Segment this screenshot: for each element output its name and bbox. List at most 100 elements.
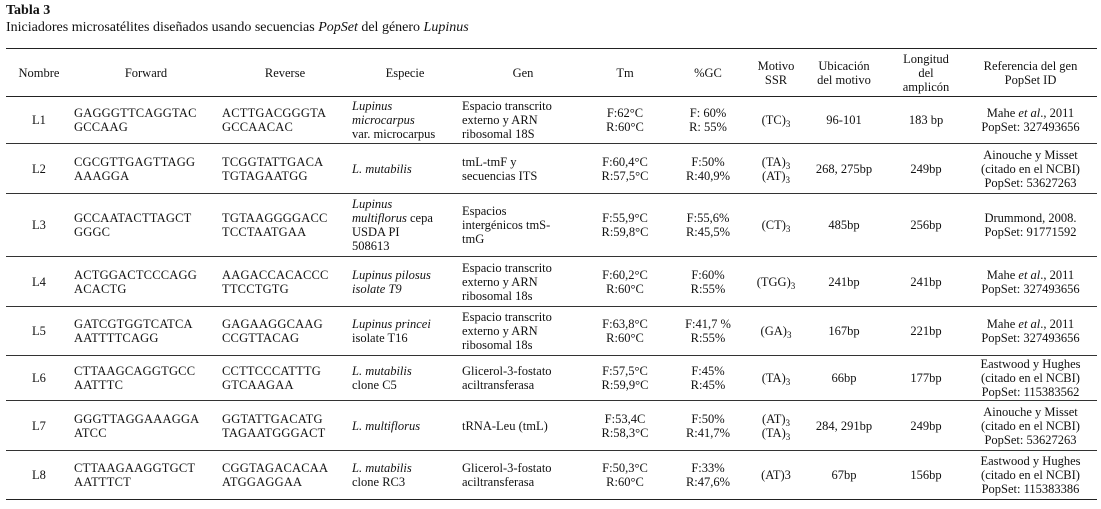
especie-text: multiflorus <box>352 211 407 225</box>
header-row: Nombre Forward Reverse Especie Gen Tm %G… <box>6 48 1097 97</box>
referencia-text: (citado en el NCBI) <box>981 418 1080 433</box>
motivo-line: (AT)3 <box>754 168 798 185</box>
header-ubicacion-line: Ubicación <box>818 58 870 73</box>
cell-longitud: 183 bp <box>908 113 944 127</box>
cell-reverse: ACTTGACGGGTA GCCAACAC <box>220 97 350 144</box>
especie-text: L. mutabilis <box>352 461 412 475</box>
header-motivo-line: SSR <box>764 72 788 87</box>
table-row: L1 GAGGGTTCAGGTAC GCCAAG ACTTGACGGGTA GCCAAC… <box>6 97 1097 144</box>
cell-motivo: (CT)3 <box>752 194 800 257</box>
referencia-text: PopSet: 53627263 <box>984 432 1077 447</box>
especie-line: isolate T9 <box>352 282 458 296</box>
gen-line: ribosomal 18s <box>462 338 533 352</box>
gen-line: Espacio transcrito <box>462 260 552 275</box>
gen-line: aciltransferasa <box>462 475 535 489</box>
gen-line: ribosomal 18s <box>462 288 533 303</box>
cell-motivo: (AT)3 (TA)3 <box>752 401 800 451</box>
referencia-line: (citado en el NCBI) <box>966 419 1095 433</box>
reverse-seq-line: GTCAAGAA <box>222 378 294 392</box>
forward-seq-line: GAGGGTTCAGGTAC <box>74 106 197 120</box>
gc-line: F:33% <box>691 461 725 475</box>
table-row: L7 GGGTTAGGAAAGGA ATCC GGTATTGACATG TAGAATGG… <box>6 401 1097 451</box>
reverse-seq-line: GCCAACAC <box>222 120 294 134</box>
especie-text: USDA PI <box>352 225 400 239</box>
tm-line: F:57,5°C <box>602 364 648 378</box>
tm-line: R:60°C <box>606 120 644 134</box>
reverse-seq-line: CCGTTACAG <box>222 331 300 345</box>
cell-forward: GAGGGTTCAGGTAC GCCAAG <box>72 97 220 144</box>
reverse-seq-line: TTCCTGTG <box>222 281 289 296</box>
cell-reverse: TCGGTATTGACA TGTAGAATGG <box>220 144 350 194</box>
table-body: L1 GAGGGTTCAGGTAC GCCAAG ACTTGACGGGTA GCCAAC… <box>6 97 1097 500</box>
cell-nombre: L4 <box>32 274 46 289</box>
cell-especie: Lupinus microcarpus var. microcarpus <box>350 97 460 144</box>
tm-line: F:55,9°C <box>602 211 648 225</box>
especie-line: clone RC3 <box>352 475 458 489</box>
header-referencia-line: Referencia del gen <box>983 58 1078 73</box>
motivo-text: (AT) <box>761 168 786 183</box>
forward-seq-line: GCCAATACTTAGCT <box>74 211 192 225</box>
forward-seq-line: AATTTC <box>74 378 124 392</box>
referencia-text: (citado en el NCBI) <box>981 468 1080 482</box>
referencia-italic: et al <box>1018 317 1041 331</box>
reverse-seq-line: CGGTAGACACAA <box>222 461 329 475</box>
especie-text: var. microcarpus <box>352 127 436 141</box>
especie-text: clone RC3 <box>352 475 406 489</box>
cell-gen: Espacios intergénicos tmS-tmG <box>460 194 586 257</box>
cell-motivo: (TA)3 (AT)3 <box>752 144 800 194</box>
tm-line: R:57,5°C <box>601 168 649 183</box>
especie-line: L. multiflorus <box>352 419 458 433</box>
reverse-seq-line: TCCTAATGAA <box>222 225 307 239</box>
tm-line: R:60°C <box>606 331 644 345</box>
gen-line: tmL-tmF y <box>462 154 517 169</box>
referencia-text: ., 2011 <box>1040 267 1075 282</box>
cell-forward: ACTGGACTCCCAGG ACACTG <box>72 257 220 307</box>
referencia-text: Mahe <box>986 317 1019 331</box>
referencia-text: Drummond, 2008. <box>984 211 1077 225</box>
cell-gen: Glicerol-3-fostato aciltransferasa <box>460 451 586 500</box>
reverse-seq-line: ATGGAGGAA <box>222 475 303 489</box>
referencia-text: PopSet: 115383562 <box>981 385 1080 399</box>
cell-reverse: CCTTCCCATTTG GTCAAGAA <box>220 356 350 401</box>
forward-seq-line: AATTTTCAGG <box>74 331 159 345</box>
cell-forward: GATCGTGGTCATCA AATTTTCAGG <box>72 307 220 356</box>
cell-tm: F:55,9°C R:59,8°C <box>586 194 664 257</box>
reverse-seq-line: TGTAGAATGG <box>222 168 308 183</box>
forward-seq-line: CTTAAGAAGGTGCT <box>74 461 196 475</box>
cell-motivo: (TGG)3 <box>752 257 800 307</box>
forward-seq-line: AAAGGA <box>74 168 130 183</box>
forward-seq-line: ATCC <box>74 425 107 440</box>
cell-ubicacion: 485bp <box>828 218 860 232</box>
forward-seq-line: CGCGTTGAGTTAGG <box>74 154 196 169</box>
cell-ubicacion: 241bp <box>828 274 860 289</box>
cell-tm: F:57,5°C R:59,9°C <box>586 356 664 401</box>
gen-line: Espacio transcrito <box>462 99 552 113</box>
forward-seq-line: AATTTCT <box>74 475 131 489</box>
referencia-line: Eastwood y Hughes <box>966 454 1095 468</box>
gc-line: R:45% <box>690 378 726 392</box>
referencia-text: PopSet: 91771592 <box>984 225 1077 239</box>
motivo-text: (TA) <box>761 425 786 440</box>
header-reverse: Reverse <box>264 65 306 80</box>
referencia-line: PopSet: 91771592 <box>966 225 1095 239</box>
cell-referencia: Ainouche y Misset (citado en el NCBI) PopS… <box>964 401 1097 451</box>
gc-line: R:55% <box>690 331 726 345</box>
gc-line: F:60% <box>691 267 725 282</box>
cell-nombre: L8 <box>32 468 46 482</box>
cell-ubicacion: 268, 275bp <box>815 161 873 176</box>
cell-especie: L. multiflorus <box>350 401 460 451</box>
motivo-subscript: 3 <box>785 377 791 387</box>
motivo-line: (TGG)3 <box>754 275 798 291</box>
motivo-subscript: 3 <box>785 431 791 442</box>
cell-tm: F:63,8°C R:60°C <box>586 307 664 356</box>
cell-nombre: L3 <box>32 218 46 232</box>
forward-seq-line: GGGC <box>74 225 111 239</box>
cell-gen: tmL-tmF y secuencias ITS <box>460 144 586 194</box>
especie-text: 508613 <box>352 239 390 253</box>
cell-forward: CGCGTTGAGTTAGG AAAGGA <box>72 144 220 194</box>
gc-line: F:41,7 % <box>685 317 731 331</box>
motivo-line: (TA)3 <box>754 155 798 171</box>
title-italic-2: Lupinus <box>423 20 469 35</box>
cell-gc: F:60% R:55% <box>664 257 752 307</box>
motivo-text: (TC) <box>761 113 786 127</box>
